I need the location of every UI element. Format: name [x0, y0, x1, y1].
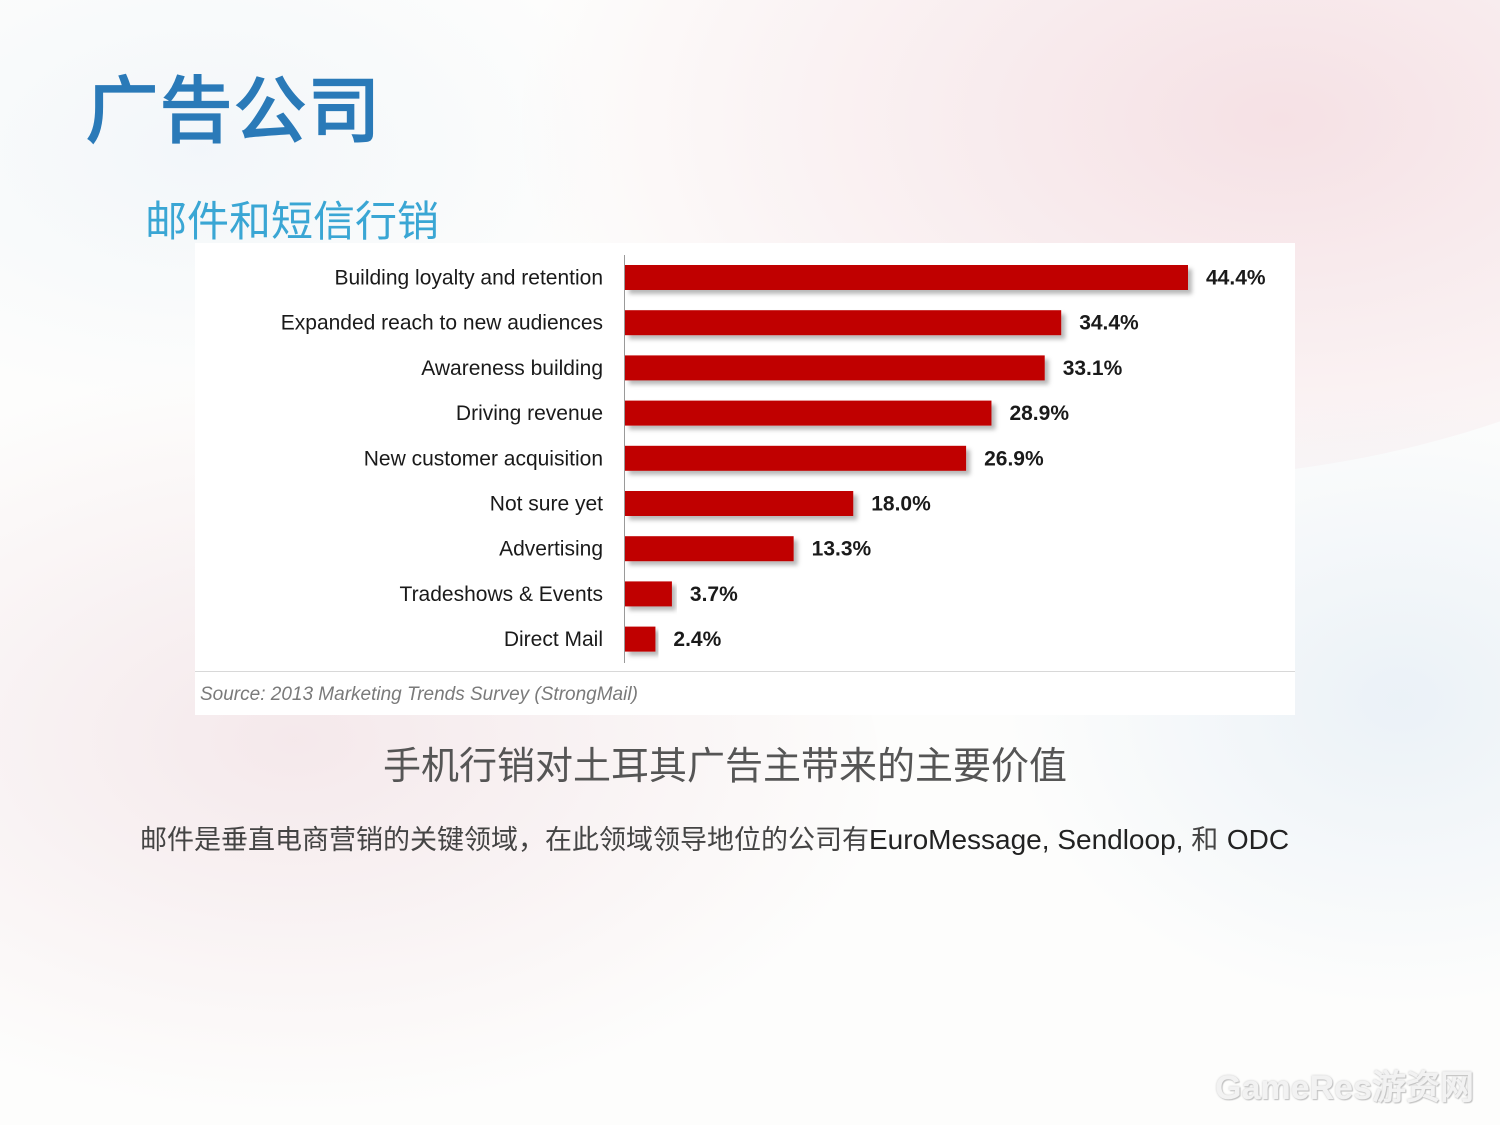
category-label: Direct Mail — [504, 628, 603, 651]
chart-caption: 手机行销对土耳其广告主带来的主要价值 — [382, 744, 1067, 788]
category-label: Not sure yet — [490, 493, 603, 516]
bar — [625, 265, 1188, 290]
category-label: Expanded reach to new audiences — [281, 312, 603, 335]
body-paragraph: 邮件是垂直电商营销的关键领域，在此领域领导地位的公司有EuroMessage, … — [140, 818, 1289, 857]
bar-value-label: 13.3% — [812, 538, 872, 561]
slide-subtitle: 邮件和短信行销 — [145, 197, 440, 246]
bars-layer: Building loyalty and retention 44.4% Expan… — [281, 265, 1266, 652]
category-label: Awareness building — [421, 357, 603, 380]
bar — [625, 491, 854, 516]
bar — [625, 445, 967, 471]
bar — [625, 536, 794, 562]
body-text-company-names: EuroMessage, Sendloop, — [869, 824, 1192, 855]
body-text-chinese: 邮件是垂直电商营销的关键领域，在此领域领导地位的公司有 — [140, 825, 869, 856]
chart-source-note: Source: 2013 Marketing Trends Survey (St… — [200, 684, 638, 705]
bar-chart-panel: Building loyalty and retention 44.4% Expan… — [195, 243, 1295, 715]
bar-value-label: 33.1% — [1063, 357, 1123, 380]
bar-value-label: 26.9% — [984, 447, 1044, 470]
bar-value-label: 3.7% — [690, 583, 738, 606]
bar-value-label: 2.4% — [673, 628, 721, 651]
bar-value-label: 28.9% — [1009, 402, 1069, 425]
category-label: Building loyalty and retention — [334, 267, 603, 290]
bar — [625, 626, 656, 652]
bar — [625, 581, 672, 607]
category-label: Advertising — [499, 538, 603, 561]
bar-value-label: 34.4% — [1079, 312, 1139, 335]
bar — [625, 355, 1045, 381]
bar-chart: Building loyalty and retention 44.4% Expan… — [195, 255, 1295, 705]
watermark-logo: GameRes游资网 — [1215, 1069, 1474, 1107]
body-text-company-last: ODC — [1226, 824, 1290, 855]
body-text-conjunction: 和 — [1191, 825, 1227, 856]
bar-value-label: 18.0% — [871, 493, 931, 516]
category-label: Tradeshows & Events — [400, 583, 603, 606]
slide-title: 广告公司 — [86, 69, 383, 153]
category-label: New customer acquisition — [364, 447, 603, 470]
category-label: Driving revenue — [456, 402, 603, 425]
bar — [625, 400, 992, 426]
bar — [625, 310, 1062, 336]
bar-value-label: 44.4% — [1206, 267, 1266, 290]
